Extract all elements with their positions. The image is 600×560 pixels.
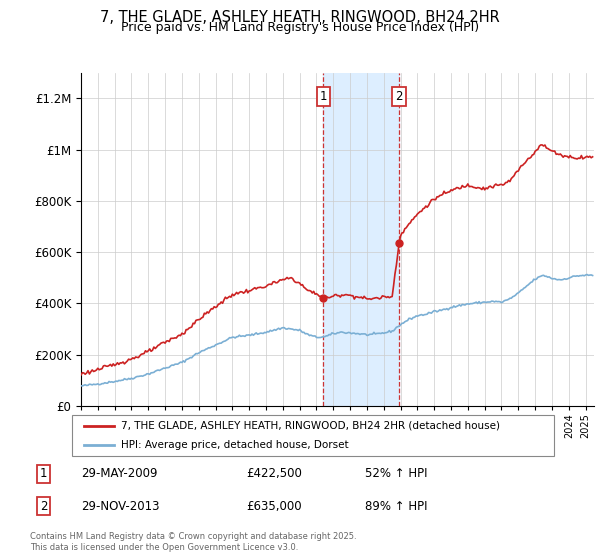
Bar [323, 73, 399, 406]
Text: £635,000: £635,000 [246, 500, 302, 512]
Text: Contains HM Land Registry data © Crown copyright and database right 2025.
This d: Contains HM Land Registry data © Crown c… [30, 532, 356, 552]
Text: 7, THE GLADE, ASHLEY HEATH, RINGWOOD, BH24 2HR (detached house): 7, THE GLADE, ASHLEY HEATH, RINGWOOD, BH… [121, 421, 500, 431]
Text: 29-NOV-2013: 29-NOV-2013 [82, 500, 160, 512]
Text: £422,500: £422,500 [246, 468, 302, 480]
Text: HPI: Average price, detached house, Dorset: HPI: Average price, detached house, Dors… [121, 440, 349, 450]
FancyBboxPatch shape [72, 416, 554, 456]
Text: 7, THE GLADE, ASHLEY HEATH, RINGWOOD, BH24 2HR: 7, THE GLADE, ASHLEY HEATH, RINGWOOD, BH… [100, 10, 500, 25]
Text: 52% ↑ HPI: 52% ↑ HPI [365, 468, 427, 480]
Text: 1: 1 [40, 468, 47, 480]
Text: 2: 2 [40, 500, 47, 512]
Text: 29-MAY-2009: 29-MAY-2009 [82, 468, 158, 480]
Text: 1: 1 [320, 90, 327, 102]
Text: 2: 2 [395, 90, 403, 102]
Text: 89% ↑ HPI: 89% ↑ HPI [365, 500, 427, 512]
Text: Price paid vs. HM Land Registry's House Price Index (HPI): Price paid vs. HM Land Registry's House … [121, 21, 479, 34]
